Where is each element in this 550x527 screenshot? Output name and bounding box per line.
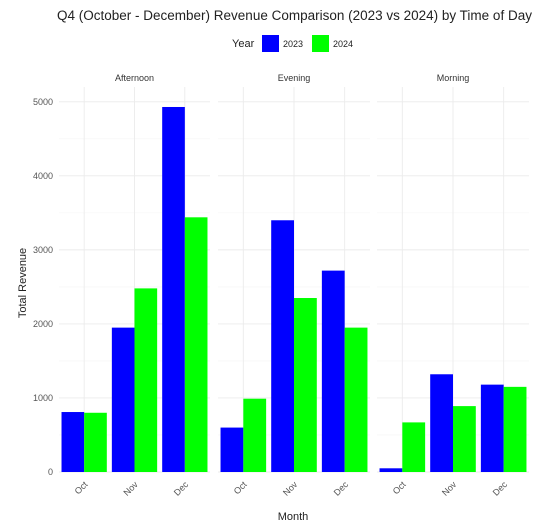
- bar: [220, 427, 244, 472]
- bar: [162, 106, 185, 472]
- legend-label-2023: 2023: [283, 39, 303, 49]
- y-tick-label: 2000: [33, 319, 53, 329]
- facet-label: Morning: [437, 73, 470, 83]
- legend-swatch-2024: [312, 35, 329, 52]
- x-tick-label: Nov: [440, 479, 459, 498]
- bar: [402, 422, 426, 472]
- bar: [503, 386, 527, 472]
- bar: [111, 327, 135, 472]
- bar: [134, 288, 158, 472]
- legend-swatch-2023: [262, 35, 279, 52]
- bar: [84, 412, 107, 472]
- legend: Year 2023 2024: [232, 35, 353, 52]
- x-tick-label: Dec: [491, 479, 510, 498]
- bar: [243, 398, 267, 472]
- bar: [294, 298, 317, 472]
- facet-panel-evening: Evening Oct Nov Dec: [218, 73, 370, 498]
- y-axis-title: Total Revenue: [17, 248, 29, 318]
- facet-label: Afternoon: [115, 73, 154, 83]
- bar: [61, 412, 85, 472]
- x-tick-label: Nov: [122, 479, 141, 498]
- x-axis-title: Month: [278, 511, 309, 523]
- facet-panel-morning: Morning Oct Nov Dec: [377, 73, 529, 498]
- chart-title: Q4 (October - December) Revenue Comparis…: [57, 8, 532, 23]
- facet-panel-afternoon: Afternoon Oct Nov Dec: [59, 73, 210, 498]
- bar: [480, 384, 504, 472]
- x-tick-label: Oct: [391, 479, 408, 496]
- x-tick-label: Oct: [73, 479, 90, 496]
- bar: [379, 468, 403, 472]
- bar: [344, 327, 368, 472]
- y-tick-label: 4000: [33, 171, 53, 181]
- bar: [321, 270, 345, 472]
- bar: [271, 220, 294, 472]
- x-tick-label: Dec: [332, 479, 351, 498]
- y-tick-label: 1000: [33, 393, 53, 403]
- y-tick-label: 0: [48, 467, 53, 477]
- legend-title: Year: [232, 38, 255, 50]
- facet-label: Evening: [278, 73, 311, 83]
- y-tick-label: 5000: [33, 97, 53, 107]
- x-tick-label: Oct: [232, 479, 249, 496]
- legend-label-2024: 2024: [333, 39, 353, 49]
- y-tick-label: 3000: [33, 245, 53, 255]
- bar: [184, 217, 208, 472]
- bar: [430, 374, 453, 472]
- bar: [453, 406, 476, 472]
- x-tick-label: Nov: [281, 479, 300, 498]
- x-tick-label: Dec: [172, 479, 191, 498]
